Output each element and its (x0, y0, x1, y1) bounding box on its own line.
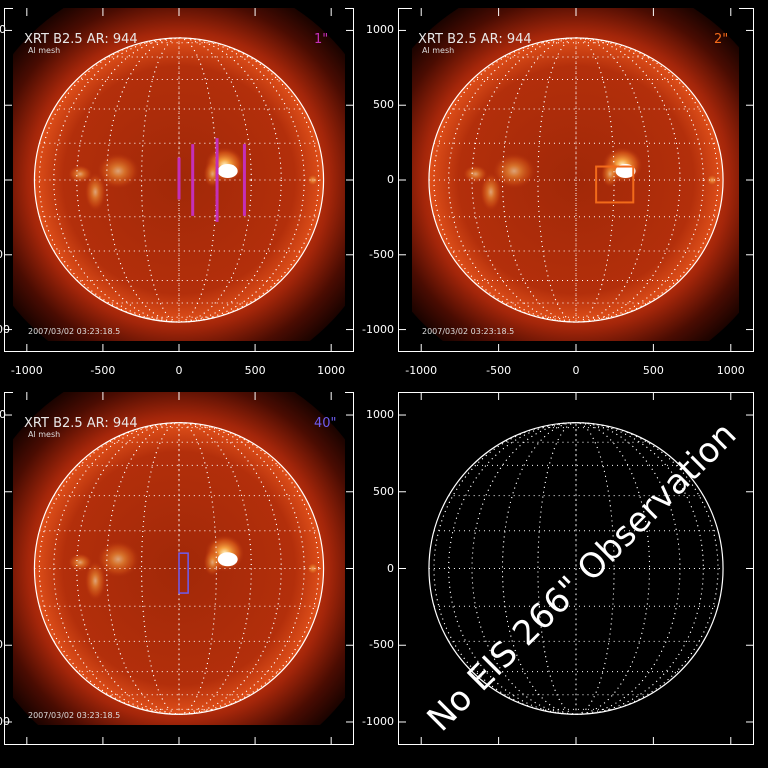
instrument-header: XRT B2.5 AR: 944 (418, 32, 532, 47)
y-tick-label: -1000 (362, 714, 394, 728)
observation-timestamp: 2007/03/02 03:23:18.5 (422, 327, 515, 336)
heliographic-grid (428, 37, 724, 323)
observation-timestamp: 2007/03/02 03:23:18.5 (28, 711, 121, 720)
y-tick-label: -1000 (362, 322, 394, 336)
y-tick-label: 1000 (0, 23, 6, 37)
heliographic-grid (33, 422, 325, 715)
x-tick-label: -1000 (405, 364, 438, 377)
filter-subheader: Al mesh (28, 46, 61, 55)
y-tick-label: 500 (373, 484, 394, 498)
y-tick-label: 1000 (0, 408, 6, 422)
observation-timestamp: 2007/03/02 03:23:18.5 (28, 327, 121, 336)
slit-width-label: 2" (714, 32, 729, 47)
active-region (306, 174, 320, 186)
x-tick-label: -500 (486, 364, 512, 377)
x-tick-label: 0 (175, 364, 183, 377)
x-tick-label: 500 (244, 364, 266, 377)
active-region (203, 548, 222, 577)
y-tick-label: 0 (387, 561, 394, 575)
active-region (480, 172, 502, 212)
eis-raster-box (178, 552, 189, 594)
y-tick-label: -500 (369, 638, 394, 652)
y-tick-label: 500 (373, 98, 394, 112)
y-tick-label: -500 (0, 639, 3, 650)
active-region (67, 553, 93, 572)
solar-xray-image (412, 8, 739, 341)
filter-subheader: Al mesh (422, 46, 455, 55)
active-region (463, 165, 488, 183)
y-tick-label: -500 (369, 247, 394, 261)
y-tick-label: -500 (0, 249, 3, 260)
x-tick-label: 500 (642, 364, 664, 377)
active-region (67, 165, 93, 183)
active-region (706, 174, 719, 186)
x-tick-label: -500 (90, 364, 116, 377)
y-tick-label: 0 (387, 173, 394, 186)
filter-subheader: Al mesh (28, 430, 61, 439)
eis-raster-box (595, 165, 635, 204)
active-region (306, 562, 320, 575)
active-region (96, 153, 140, 189)
x-tick-label: 1000 (317, 364, 346, 377)
active-region (84, 560, 106, 601)
heliographic-grid (428, 422, 724, 715)
y-tick-label: -1000 (0, 322, 10, 336)
slit-width-label: 1" (314, 32, 329, 47)
x-tick-label: -1000 (10, 364, 43, 377)
x-tick-label: 1000 (716, 364, 745, 377)
y-tick-label: -1000 (0, 714, 10, 728)
instrument-header: XRT B2.5 AR: 944 (24, 32, 138, 47)
y-tick-label: 1000 (366, 408, 394, 422)
x-tick-label: 0 (572, 364, 580, 377)
instrument-header: XRT B2.5 AR: 944 (24, 416, 138, 431)
active-region (84, 172, 106, 212)
slit-width-label: 40" (314, 416, 337, 431)
y-tick-label: 1000 (366, 23, 394, 37)
